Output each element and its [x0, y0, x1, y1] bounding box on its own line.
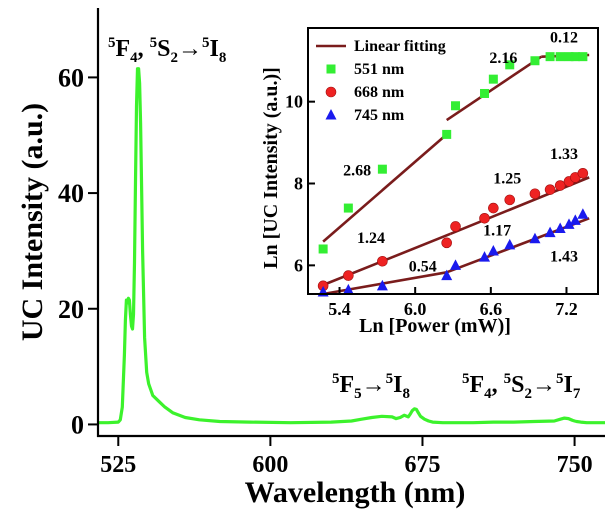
inset-y-tick-label: 8 — [294, 174, 303, 194]
slope-label: 2.16 — [489, 50, 517, 67]
inset-x-tick-label: 7.2 — [555, 299, 578, 319]
data-point — [544, 226, 556, 238]
data-point — [442, 129, 452, 139]
fit-line — [322, 271, 447, 296]
data-point — [564, 52, 574, 62]
legend-label: 668 nm — [354, 84, 405, 101]
data-point — [578, 52, 588, 62]
data-point — [488, 74, 498, 84]
legend-label: Linear fitting — [354, 38, 446, 55]
legend-label: 551 nm — [354, 61, 405, 78]
data-point — [529, 188, 541, 200]
main-x-axis-label: Wavelength (nm) — [245, 476, 466, 509]
main-y-tick-label: 60 — [58, 63, 84, 92]
inset-slope-labels: 2.68 2.16 0.12 1.24 1.25 1.33 0.54 1.17 1.43 — [343, 29, 578, 275]
main-y-ticks: 0 20 40 60 — [58, 63, 98, 439]
slope-label: 1.33 — [550, 146, 578, 163]
inset-x-ticks: 5.4 6.0 6.6 7.2 — [328, 287, 578, 319]
data-point — [441, 269, 453, 281]
data-point — [554, 180, 566, 191]
inset-x-tick-label: 5.4 — [328, 299, 351, 319]
data-point — [479, 212, 490, 224]
slope-label: 0.54 — [409, 258, 437, 275]
main-spectrum-line — [98, 67, 605, 425]
fit-line — [449, 176, 590, 236]
legend-marker-swatch — [325, 86, 337, 98]
data-point — [577, 167, 589, 179]
fit-line — [445, 55, 542, 122]
inset-x-tick-label: 6.6 — [480, 299, 503, 319]
data-point — [377, 255, 388, 267]
main-y-tick-label: 20 — [58, 295, 84, 324]
legend-marker-swatch — [326, 64, 336, 74]
main-y-axis-label: UC Intensity (a.u.) — [16, 103, 49, 341]
data-point — [545, 52, 555, 62]
inset-frame — [307, 27, 599, 295]
inset-y-axis-label: Ln [UC Intensity (a.u.)] — [260, 67, 282, 269]
slope-label: 2.68 — [343, 162, 371, 179]
data-point — [479, 251, 491, 262]
main-x-tick-label: 525 — [100, 452, 136, 478]
inset-legend: Linear fitting 551 nm 668 nm 745 nm — [316, 38, 446, 124]
data-point — [530, 56, 540, 66]
inset-background — [308, 28, 598, 294]
data-point — [343, 203, 353, 213]
inset-plot: 5.4 6.0 6.6 7.2 6 8 10 2.68 2.16 0.12 1.24 1.25 1.… — [260, 27, 599, 337]
data-point — [544, 184, 556, 195]
inset-x-tick-label: 6.0 — [404, 299, 427, 319]
data-point — [504, 238, 516, 250]
data-point — [554, 222, 566, 234]
data-point — [570, 52, 580, 62]
data-point — [377, 164, 387, 174]
data-point — [342, 283, 354, 295]
slope-label: 1.43 — [550, 248, 578, 265]
data-point — [577, 208, 589, 219]
inset-y-ticks: 6 8 10 — [285, 92, 315, 275]
slope-label: 1.24 — [357, 230, 385, 247]
inset-x-axis-label: Ln [Power (mW)] — [359, 315, 511, 337]
data-point — [376, 279, 388, 291]
legend-label: 745 nm — [354, 107, 405, 124]
inset-data-points — [317, 52, 589, 297]
main-y-tick-label: 0 — [71, 410, 84, 439]
slope-label: 0.12 — [550, 29, 578, 46]
data-point — [563, 218, 575, 229]
data-point — [451, 101, 461, 111]
data-point — [450, 259, 462, 270]
fit-line — [322, 133, 448, 243]
data-point — [441, 237, 452, 249]
annotation-red-transition: 5F5→5I8 — [332, 371, 410, 402]
data-point — [488, 202, 499, 214]
slope-label: 1.25 — [493, 171, 521, 188]
main-plot: 525 600 675 750 0 20 40 60 Wavelength (nm) UC … — [16, 8, 605, 509]
slope-label: 1.17 — [483, 222, 511, 239]
main-y-tick-label: 40 — [58, 179, 84, 208]
data-point — [343, 270, 354, 281]
data-point — [555, 52, 565, 62]
inset-y-tick-label: 6 — [294, 255, 303, 275]
data-point — [487, 245, 499, 256]
data-point — [504, 194, 516, 206]
annotation-nir-transition: 5F4, 5S2→5I7 — [462, 371, 581, 402]
inset-y-tick-label: 10 — [285, 92, 303, 112]
data-point — [569, 214, 581, 225]
main-x-tick-label: 600 — [252, 452, 288, 478]
data-point — [505, 60, 515, 70]
main-x-tick-label: 675 — [404, 452, 440, 478]
annotation-green-transition: 5F4, 5S2→5I8 — [108, 35, 226, 66]
data-point — [450, 221, 461, 232]
data-point — [529, 232, 541, 244]
main-x-tick-label: 750 — [557, 452, 593, 478]
data-point — [318, 244, 328, 254]
main-x-ticks: 525 600 675 750 — [100, 436, 593, 478]
legend-marker-swatch — [325, 109, 337, 120]
data-point — [480, 88, 490, 98]
